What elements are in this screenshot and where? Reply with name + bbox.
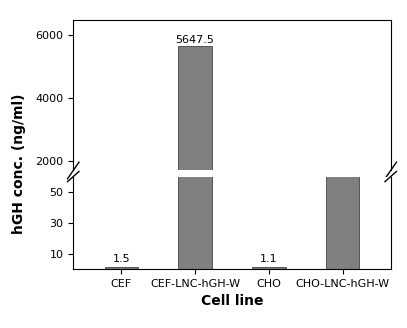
Bar [178, 47, 212, 224]
Text: 1.1: 1.1 [260, 255, 278, 264]
X-axis label: Cell line: Cell line [201, 294, 263, 308]
Bar [252, 267, 286, 269]
Bar [178, 0, 212, 269]
Bar [326, 206, 359, 224]
Text: 575.5: 575.5 [327, 194, 359, 204]
Text: hGH conc. (ng/ml): hGH conc. (ng/ml) [12, 94, 26, 234]
Text: 5647.5: 5647.5 [176, 35, 214, 45]
Text: 1.5: 1.5 [112, 254, 130, 264]
Bar [105, 267, 138, 269]
Bar [326, 0, 359, 269]
